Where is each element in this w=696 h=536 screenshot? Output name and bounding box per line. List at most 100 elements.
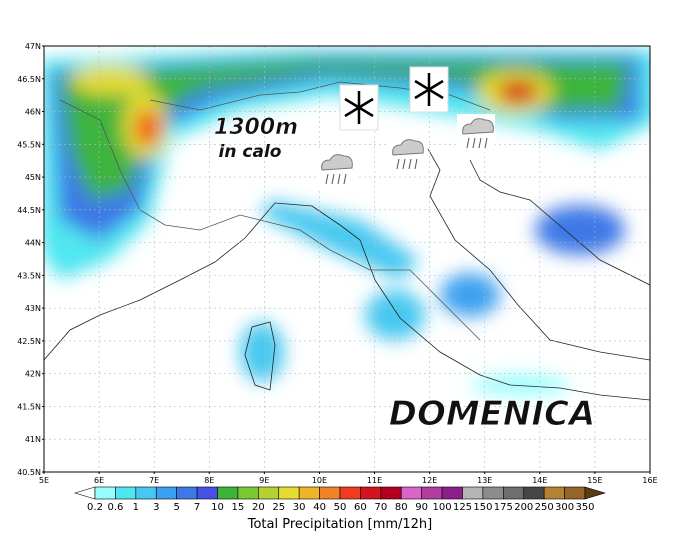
colorbar-label: 350 [575,502,594,513]
lon-tick-label: 5E [39,476,49,485]
lat-tick-label: 41.5N [17,402,41,411]
lon-tick-label: 12E [422,476,437,485]
precip-core [498,80,538,104]
colorbar-label: 150 [473,502,492,513]
lat-tick-label: 46N [25,108,41,117]
colorbar-box [258,486,280,500]
colorbar-label: 0.6 [107,502,123,513]
lon-tick-label: 6E [94,476,104,485]
colorbar-label: 3 [153,502,159,513]
lat-tick-label: 42.5N [17,337,41,346]
colorbar-box [94,486,116,500]
colorbar-label: 300 [555,502,574,513]
coastlines [44,81,650,401]
lat-tick-label: 47N [25,42,41,51]
colorbar-label: 70 [374,502,387,513]
lon-tick-label: 9E [259,476,269,485]
lon-tick-label: 15E [587,476,602,485]
colorbar-box [217,486,239,500]
colorbar-box [135,486,157,500]
colorbar-box [339,486,361,500]
weather-icons [316,66,495,190]
snow-icon [409,66,449,113]
precip-core [136,110,160,146]
precip-area [440,273,500,317]
lon-tick-label: 11E [367,476,382,485]
colorbar-box [380,486,402,500]
lon-tick-label: 10E [312,476,327,485]
lon-tick-label: 16E [642,476,657,485]
precip-area [260,200,420,280]
colorbar-label: 175 [494,502,513,513]
colorbar-box [441,486,463,500]
rain-icon [387,135,427,175]
colorbar-box [482,486,504,500]
colorbar-box [155,486,177,500]
coastline [427,148,650,361]
colorbar-box [564,486,586,500]
colorbar-label: 7 [194,502,200,513]
colorbar-box [543,486,565,500]
colorbar-label: 80 [395,502,408,513]
lat-tick-label: 41N [25,435,41,444]
rain-icon [316,150,356,190]
colorbar-box [115,486,137,500]
colorbar-box [237,486,259,500]
lat-tick-label: 45.5N [17,140,41,149]
lat-tick-label: 44N [25,239,41,248]
colorbar-label: 100 [433,502,452,513]
colorbar-label: 5 [173,502,179,513]
colorbar-title: Total Precipitation [mm/12h] [247,517,433,532]
precip-core [70,65,150,95]
lon-tick-label: 14E [532,476,547,485]
colorbar-label: 125 [453,502,472,513]
colorbar-box [503,486,525,500]
lon-tick-label: 13E [477,476,492,485]
colorbar-box [360,486,382,500]
lat-tick-label: 46.5N [17,75,41,84]
colorbar-box [298,486,320,500]
snow-icon [339,84,379,131]
coastline [469,159,650,286]
colorbar-label: 60 [354,502,367,513]
colorbar-label: 10 [211,502,224,513]
precipitation-field [44,50,650,395]
colorbar-label: 30 [293,502,306,513]
corsica [244,321,276,391]
colorbar-label: 20 [252,502,265,513]
colorbar-label: 200 [514,502,533,513]
colorbar-box [319,486,341,500]
annotation-day: DOMENICA [389,394,596,434]
colorbar-label: 0.2 [87,502,103,513]
colorbar-box [400,486,422,500]
lat-tick-label: 42N [25,370,41,379]
colorbar-box [196,486,218,500]
graticule [44,46,650,472]
colorbar-label: 1 [133,502,139,513]
colorbar-arrow [73,486,96,500]
colorbar-arrow [584,486,607,500]
colorbar-label: 15 [232,502,245,513]
colorbar-box [523,486,545,500]
lat-tick-label: 40.5N [17,468,41,477]
colorbar-label: 250 [535,502,554,513]
lon-tick-label: 7E [149,476,159,485]
colorbar-box [176,486,198,500]
colorbar-label: 25 [272,502,285,513]
annotation-trend: in calo [219,142,282,162]
colorbar: 0.2 0.6 1 3 5 7 10 15 20 25 30 40 50 60 70 80 90 100 125 15… [73,486,607,513]
precip-area [240,322,284,382]
colorbar-label: 50 [334,502,347,513]
border [59,99,481,341]
colorbar-box [462,486,484,500]
colorbar-label: 90 [415,502,428,513]
lat-tick-label: 44.5N [17,206,41,215]
rain-icon [457,114,495,152]
precip-area [50,55,640,240]
lat-tick-label: 43.5N [17,271,41,280]
colorbar-box [421,486,443,500]
lon-tick-label: 8E [204,476,214,485]
annotation-altitude: 1300m [214,115,298,140]
